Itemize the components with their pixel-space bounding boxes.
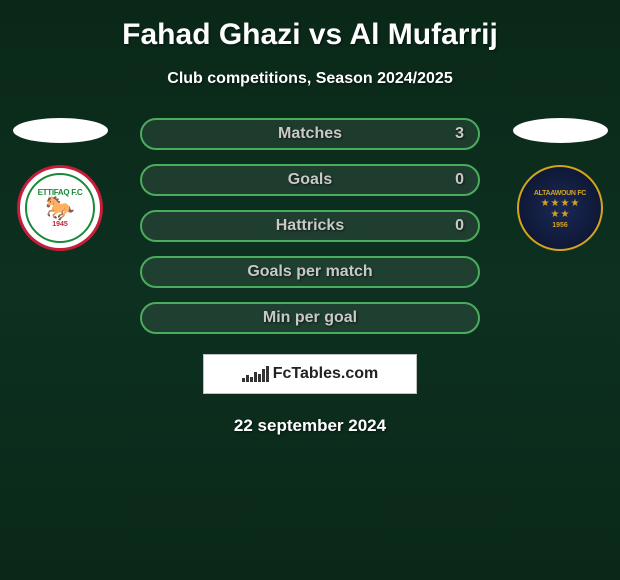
stat-row-goals: Goals 0 bbox=[140, 164, 480, 196]
stat-row-hattricks: Hattricks 0 bbox=[140, 210, 480, 242]
stat-label: Min per goal bbox=[263, 309, 357, 327]
subtitle: Club competitions, Season 2024/2025 bbox=[167, 70, 452, 88]
altaawoun-name: ALTAAWOUN FC bbox=[534, 190, 586, 197]
right-player-placeholder bbox=[513, 118, 608, 143]
right-player-area: ALTAAWOUN FC ★★★ ★★★ 1956 bbox=[510, 118, 610, 251]
stat-right-value: 0 bbox=[455, 217, 464, 235]
brand-text: FcTables.com bbox=[273, 365, 379, 383]
brand-box: FcTables.com bbox=[203, 354, 417, 394]
stat-row-matches: Matches 3 bbox=[140, 118, 480, 150]
left-player-placeholder bbox=[13, 118, 108, 143]
left-player-area: ETTIFAQ F.C 🐎 1945 bbox=[10, 118, 110, 251]
right-club-badge: ALTAAWOUN FC ★★★ ★★★ 1956 bbox=[517, 165, 603, 251]
stat-label: Goals bbox=[288, 171, 332, 189]
ettifaq-year: 1945 bbox=[52, 221, 68, 228]
chart-icon bbox=[242, 366, 269, 382]
comparison-card: Fahad Ghazi vs Al Mufarrij Club competit… bbox=[0, 0, 620, 446]
stars-icon: ★★★ ★★★ bbox=[540, 199, 580, 220]
page-title: Fahad Ghazi vs Al Mufarrij bbox=[122, 18, 498, 52]
ettifaq-inner: ETTIFAQ F.C 🐎 1945 bbox=[25, 173, 95, 243]
horse-icon: 🐎 bbox=[45, 197, 75, 221]
altaawoun-year: 1956 bbox=[552, 222, 568, 229]
stat-right-value: 0 bbox=[455, 171, 464, 189]
stat-right-value: 3 bbox=[455, 125, 464, 143]
stat-label: Hattricks bbox=[276, 217, 344, 235]
main-area: ETTIFAQ F.C 🐎 1945 ALTAAWOUN FC ★★★ ★★★ … bbox=[0, 118, 620, 334]
date-text: 22 september 2024 bbox=[234, 416, 386, 436]
stat-row-min-per-goal: Min per goal bbox=[140, 302, 480, 334]
stat-row-goals-per-match: Goals per match bbox=[140, 256, 480, 288]
stats-column: Matches 3 Goals 0 Hattricks 0 Goals per … bbox=[140, 118, 480, 334]
left-club-badge: ETTIFAQ F.C 🐎 1945 bbox=[17, 165, 103, 251]
stat-label: Matches bbox=[278, 125, 342, 143]
stat-label: Goals per match bbox=[247, 263, 372, 281]
